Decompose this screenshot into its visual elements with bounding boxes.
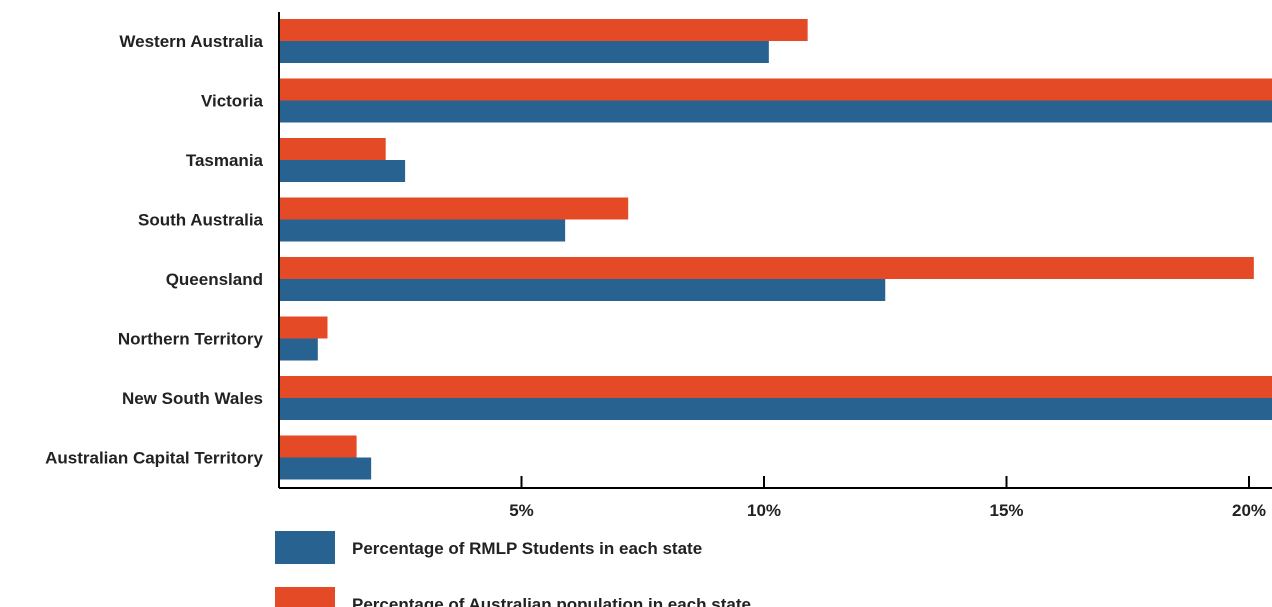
legend-swatch — [275, 587, 335, 607]
category-label: Tasmania — [186, 151, 264, 170]
category-label: New South Wales — [122, 389, 263, 408]
bar-rmlp-tasmania — [279, 160, 406, 182]
legend: Percentage of RMLP Students in each stat… — [275, 531, 751, 607]
legend-label: Percentage of Australian population in e… — [352, 595, 751, 607]
x-ticks-group: 5%10%15%20%25%30%35%40% — [509, 476, 1266, 520]
bar-population-south-australia — [279, 197, 629, 220]
bar-population-western-australia — [279, 19, 808, 41]
legend-label: Percentage of RMLP Students in each stat… — [352, 539, 702, 558]
bar-population-northern-territory — [279, 316, 328, 339]
bar-rmlp-new-south-wales — [279, 398, 1272, 420]
bar-population-victoria — [279, 78, 1272, 101]
x-tick-label: 5% — [509, 501, 534, 520]
bar-rmlp-northern-territory — [279, 338, 318, 361]
category-labels: Western Australia Victoria Tasmania South A… — [45, 32, 263, 468]
bar-population-new-south-wales — [279, 376, 1272, 398]
category-label: Australian Capital Territory — [45, 449, 263, 468]
category-label: Northern Territory — [118, 330, 264, 349]
category-label: Queensland — [166, 270, 263, 289]
bar-population-queensland — [279, 257, 1254, 279]
x-tick-label: 15% — [989, 501, 1023, 520]
bar-rmlp-australian-capital-territory — [279, 457, 372, 480]
bar-population-tasmania — [279, 138, 386, 160]
bar-population-australian-capital-territory — [279, 435, 357, 458]
bar-rmlp-queensland — [279, 279, 886, 301]
x-tick-label: 20% — [1232, 501, 1266, 520]
category-label: Western Australia — [119, 32, 263, 51]
x-tick-label: 10% — [747, 501, 781, 520]
bar-rmlp-south-australia — [279, 219, 566, 242]
category-label: South Australia — [138, 211, 264, 230]
bars-group — [279, 19, 1272, 480]
category-label: Victoria — [201, 92, 264, 111]
bar-rmlp-western-australia — [279, 41, 769, 63]
legend-swatch — [275, 531, 335, 564]
bar-rmlp-victoria — [279, 100, 1272, 123]
